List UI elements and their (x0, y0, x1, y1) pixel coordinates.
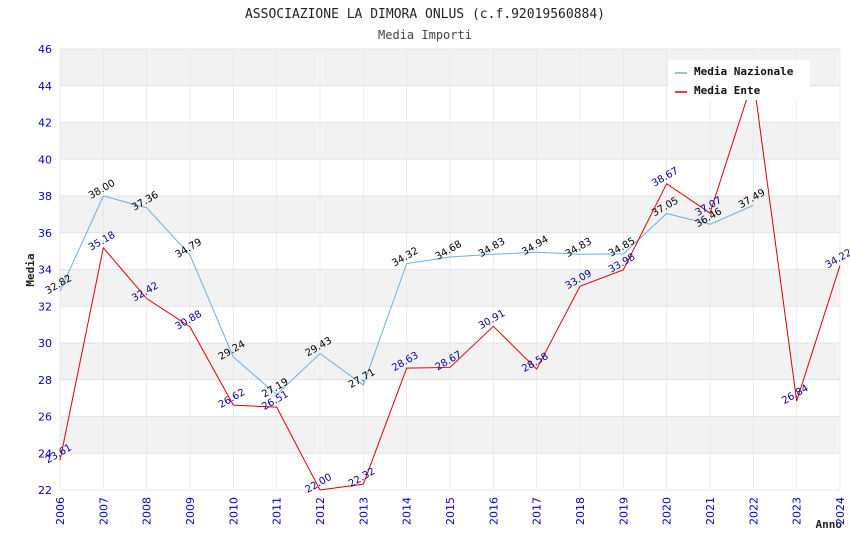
x-tick-label: 2017 (531, 497, 544, 525)
legend-box (668, 60, 810, 100)
series-lines (59, 78, 841, 491)
x-tick-label: 2007 (97, 497, 110, 525)
chart-subtitle: Media Importi (378, 28, 472, 42)
y-tick-label: 26 (38, 411, 52, 424)
x-tick-label: 2018 (574, 497, 587, 525)
x-tick-label: 2024 (834, 497, 847, 525)
legend-label-nazionale: Media Nazionale (694, 65, 794, 78)
y-tick-label: 32 (38, 300, 52, 313)
grid-bands (59, 48, 841, 491)
x-tick-label: 2022 (747, 497, 760, 525)
chart-title: ASSOCIAZIONE LA DIMORA ONLUS (c.f.920195… (245, 7, 605, 22)
y-tick-label: 34 (38, 264, 52, 277)
legend-label-ente: Media Ente (694, 84, 761, 97)
x-axis-label: Anno (816, 518, 843, 531)
x-tick-label: 2013 (357, 497, 370, 525)
y-tick-label: 42 (38, 117, 52, 130)
x-tick-label: 2009 (184, 497, 197, 525)
y-tick-label: 38 (38, 190, 52, 203)
x-tick-label: 2012 (314, 497, 327, 525)
y-tick-label: 40 (38, 153, 52, 166)
x-tick-label: 2020 (661, 497, 674, 525)
y-tick-label: 24 (38, 447, 52, 460)
x-tick-label: 2006 (54, 497, 67, 525)
x-tick-label: 2015 (444, 497, 457, 525)
y-tick-label: 28 (38, 374, 52, 387)
y-tick-label: 22 (38, 484, 52, 497)
x-tick-label: 2021 (704, 497, 717, 525)
x-tick-label: 2016 (487, 497, 500, 525)
y-tick-label: 44 (38, 80, 52, 93)
x-tick-label: 2011 (271, 497, 284, 525)
x-tick-label: 2008 (141, 497, 154, 525)
y-tick-label: 46 (38, 43, 52, 56)
legend: Media Nazionale Media Ente (668, 60, 810, 100)
x-tick-label: 2023 (791, 497, 804, 525)
y-axis-label: Media (24, 253, 37, 286)
x-tick-label: 2014 (401, 497, 414, 525)
series-line-ente (59, 78, 841, 491)
y-tick-label: 30 (38, 337, 52, 350)
y-axis-ticks: 22 24 26 28 30 32 34 36 38 40 42 44 46 (38, 43, 52, 497)
x-tick-label: 2010 (227, 497, 240, 525)
y-tick-label: 36 (38, 227, 52, 240)
x-tick-label: 2019 (617, 497, 630, 525)
x-axis-ticks: 2006 2007 2008 2009 2010 2011 2012 2013 2014 2015… (54, 497, 847, 525)
